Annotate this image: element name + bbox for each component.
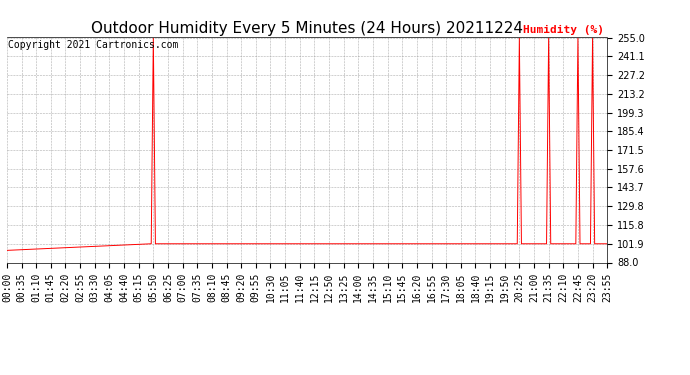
Text: Copyright 2021 Cartronics.com: Copyright 2021 Cartronics.com bbox=[8, 40, 179, 50]
Text: Humidity (%): Humidity (%) bbox=[523, 25, 604, 35]
Title: Outdoor Humidity Every 5 Minutes (24 Hours) 20211224: Outdoor Humidity Every 5 Minutes (24 Hou… bbox=[91, 21, 523, 36]
